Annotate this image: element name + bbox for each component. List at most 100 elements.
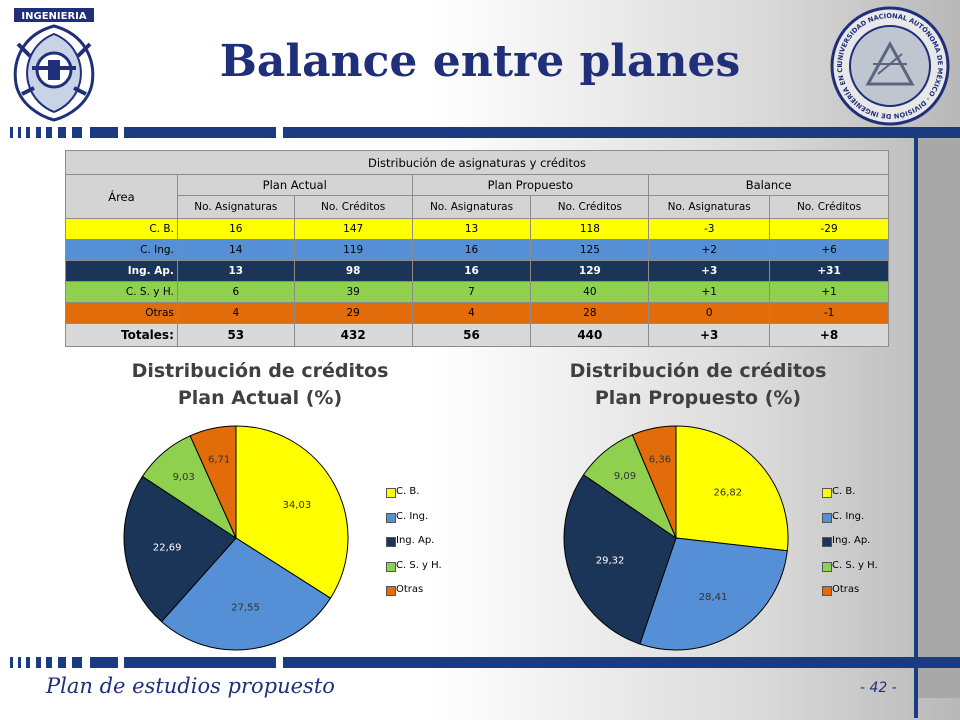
right-gray-strip — [918, 138, 960, 698]
table-cell: 39 — [293, 281, 413, 303]
totals-label: Totales: — [65, 323, 178, 347]
pie-data-label-otras: 6,36 — [649, 455, 671, 466]
legend-swatch — [386, 537, 396, 547]
table-cell: 125 — [530, 239, 650, 261]
table-cell: 14 — [176, 239, 295, 261]
pie-data-label-c-ing: 27,55 — [231, 602, 260, 613]
legend-swatch — [822, 488, 832, 498]
page-number: - 42 - — [860, 680, 897, 696]
legend-label: C. B. — [396, 486, 420, 497]
totals-cell: 440 — [530, 323, 650, 347]
pie-slice-c-ing — [639, 537, 788, 651]
totals-cell: +3 — [648, 323, 771, 347]
legend-label: Ing. Ap. — [396, 535, 435, 546]
pie-data-label-otras: 6,71 — [208, 455, 230, 466]
table-cell: 119 — [293, 239, 413, 261]
col-header: No. Asignaturas — [648, 195, 771, 219]
group-header-plan-propuesto: Plan Propuesto — [411, 174, 650, 196]
logo-text: INGENIERIA — [21, 11, 86, 22]
pie-slice-c-b — [235, 425, 349, 599]
table-cell: 7 — [411, 281, 532, 303]
slide-title: Balance entre planes — [219, 36, 741, 87]
ingenieria-logo: INGENIERIA — [13, 8, 95, 122]
table-cell: 28 — [530, 302, 650, 324]
legend-label: C. Ing. — [832, 510, 865, 522]
table-cell: +2 — [648, 239, 771, 261]
col-header: No. Créditos — [293, 195, 413, 219]
row-area: Ing. Ap. — [65, 260, 178, 282]
pie-data-label-c-b: 26,82 — [713, 487, 742, 498]
chart-title-line: Distribución de créditos — [569, 360, 827, 382]
group-header-plan-actual: Plan Actual — [176, 174, 413, 196]
pie-slice-ing-ap — [123, 475, 237, 623]
table-cell: 129 — [530, 260, 650, 282]
pie-data-label-c-b: 34,03 — [283, 500, 312, 511]
table-row: C. S. y H. 6 39 7 40 +1 +1 — [65, 281, 889, 303]
table-cell: 16 — [176, 218, 295, 240]
legend-label: C. S. y H. — [396, 559, 442, 571]
table-cell: 118 — [530, 218, 650, 240]
legend-swatch — [822, 537, 832, 547]
col-header: No. Créditos — [769, 195, 889, 219]
totals-cell: 432 — [293, 323, 413, 347]
col-header: No. Asignaturas — [176, 195, 295, 219]
pie-data-label-ing-ap: 29,32 — [596, 555, 625, 566]
chart-title-line: Plan Propuesto (%) — [594, 387, 802, 409]
totals-cell: 56 — [411, 323, 532, 347]
distribution-table: Distribución de asignaturas y créditos Á… — [65, 150, 889, 347]
table-cell: 6 — [176, 281, 295, 303]
table-cell: 13 — [176, 260, 295, 282]
table-row: C. Ing. 14 119 16 125 +2 +6 — [65, 239, 889, 261]
table-cell: +31 — [769, 260, 889, 282]
unam-seal-logo: UNIVERSIDAD NACIONAL AUTÓNOMA DE MÉXICO … — [828, 4, 950, 126]
table-row: Ing. Ap. 13 98 16 129 +3 +31 — [65, 260, 889, 282]
legend-swatch — [822, 586, 832, 596]
footer-title: Plan de estudios propuesto — [46, 674, 335, 698]
legend-swatch — [386, 512, 396, 523]
table-cell: -1 — [769, 302, 889, 324]
table-cell: 13 — [411, 218, 532, 240]
legend-swatch — [822, 561, 832, 572]
table-row: Otras 4 29 4 28 0 -1 — [65, 302, 889, 324]
row-area: C. S. y H. — [65, 281, 178, 303]
pie-data-label-c-ing: 28,41 — [699, 592, 728, 603]
totals-cell: +8 — [769, 323, 889, 347]
table-cell: -3 — [648, 218, 771, 240]
table-cell: 16 — [411, 239, 532, 261]
table-cell: 98 — [293, 260, 413, 282]
table-cell: 147 — [293, 218, 413, 240]
pie-data-label-c-s-y-h: 9,03 — [173, 472, 195, 483]
legend-swatch — [822, 512, 832, 523]
legend-label: Otras — [396, 584, 424, 595]
pie-slice-otras — [189, 425, 237, 539]
table-cell: -29 — [769, 218, 889, 240]
chart-title-line: Distribución de créditos — [131, 360, 389, 382]
legend-swatch — [386, 488, 396, 498]
chart-title-plan-actual: Distribución de créditos Plan Actual (%) — [90, 358, 430, 412]
table-cell: 4 — [176, 302, 295, 324]
legend-swatch — [386, 561, 396, 572]
row-area: C. Ing. — [65, 239, 178, 261]
area-header: Área — [65, 174, 178, 219]
totals-row: Totales: 53 432 56 440 +3 +8 — [65, 323, 889, 347]
legend-swatch — [386, 586, 396, 596]
legend-label: Ing. Ap. — [832, 535, 871, 546]
legend-label: C. S. y H. — [832, 559, 878, 571]
row-area: C. B. — [65, 218, 178, 240]
chart-title-line: Plan Actual (%) — [177, 387, 343, 409]
pie-data-label-ing-ap: 22,69 — [153, 543, 182, 554]
col-header: No. Asignaturas — [411, 195, 532, 219]
distribution-table-container: Distribución de asignaturas y créditos Á… — [65, 150, 889, 347]
pie-slice-c-ing — [160, 537, 332, 651]
table-row: C. B. 16 147 13 118 -3 -29 — [65, 218, 889, 240]
table-cell: +6 — [769, 239, 889, 261]
col-header: No. Créditos — [530, 195, 650, 219]
table-cell: 4 — [411, 302, 532, 324]
pie-data-label-c-s-y-h: 9,09 — [614, 471, 636, 482]
pie-chart-plan-actual: 34,03 27,55 22,69 9,03 6,71 — [123, 425, 349, 651]
row-area: Otras — [65, 302, 178, 324]
legend-label: Otras — [832, 584, 860, 595]
table-title: Distribución de asignaturas y créditos — [65, 150, 889, 175]
right-navy-line — [914, 138, 918, 718]
pie-slice-otras — [631, 425, 677, 539]
